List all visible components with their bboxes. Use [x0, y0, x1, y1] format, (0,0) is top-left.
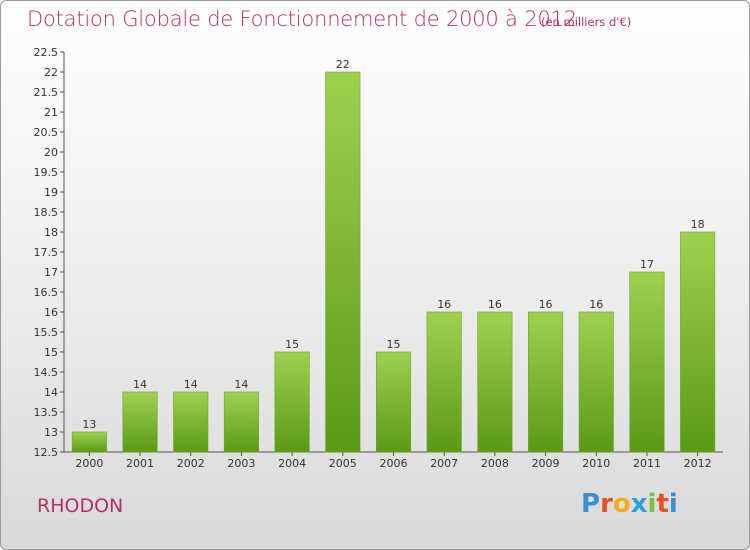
bar-2006 — [375, 351, 412, 453]
y-tick-label: 15 — [44, 346, 58, 359]
bar-2005 — [325, 71, 361, 453]
y-tick-label: 18.5 — [34, 206, 59, 219]
x-tick-label: 2011 — [633, 457, 661, 470]
bar-2004 — [274, 351, 310, 453]
y-tick-label: 14.5 — [34, 366, 59, 379]
y-tick-label: 21 — [44, 106, 58, 119]
data-label: 14 — [133, 378, 147, 391]
logo-letter: t — [656, 489, 669, 519]
logo-letter: P — [581, 489, 601, 519]
bar-2002 — [173, 391, 209, 453]
bar-2009 — [528, 311, 564, 453]
x-tick-label: 2002 — [177, 457, 205, 470]
x-tick-label: 2010 — [582, 457, 610, 470]
logo-letter: x — [630, 489, 648, 519]
y-tick-label: 22.5 — [34, 46, 59, 59]
bar-2007 — [426, 311, 462, 453]
logo-letter: o — [612, 489, 631, 519]
y-tick-label: 12.5 — [34, 446, 59, 459]
bar-2011 — [629, 271, 665, 453]
y-tick-label: 16 — [44, 306, 58, 319]
x-tick-label: 2009 — [532, 457, 560, 470]
bar-2003 — [223, 391, 259, 453]
logo-letter: r — [600, 489, 613, 519]
x-tick-label: 2008 — [481, 457, 509, 470]
y-tick-label: 13.5 — [34, 406, 59, 419]
bar-2001 — [122, 391, 158, 453]
y-tick-label: 16.5 — [34, 286, 59, 299]
data-label: 16 — [488, 298, 502, 311]
y-tick-label: 19.5 — [34, 166, 59, 179]
data-label: 16 — [437, 298, 451, 311]
data-label: 13 — [82, 418, 96, 431]
x-tick-label: 2012 — [684, 457, 712, 470]
x-tick-label: 2006 — [380, 457, 408, 470]
data-label: 17 — [640, 258, 654, 271]
y-tick-label: 18 — [44, 226, 58, 239]
x-tick-label: 2000 — [75, 457, 103, 470]
logo-letter: i — [647, 489, 657, 519]
y-tick-label: 17 — [44, 266, 58, 279]
x-tick-label: 2004 — [278, 457, 306, 470]
chart-bars — [71, 71, 716, 453]
y-tick-label: 19 — [44, 186, 58, 199]
data-label: 22 — [336, 58, 350, 71]
bar-2012 — [680, 231, 716, 453]
data-label: 15 — [285, 338, 299, 351]
data-label: 14 — [234, 378, 248, 391]
data-label: 16 — [589, 298, 603, 311]
bar-2000 — [71, 431, 107, 453]
y-tick-label: 17.5 — [34, 246, 59, 259]
y-tick-label: 20.5 — [34, 126, 59, 139]
chart-subtitle: (en milliers d'€) — [541, 15, 632, 29]
bar-2008 — [477, 311, 513, 453]
y-tick-label: 14 — [44, 386, 58, 399]
bar-2010 — [578, 311, 614, 453]
data-label: 18 — [691, 218, 705, 231]
x-tick-label: 2001 — [126, 457, 154, 470]
x-tick-label: 2003 — [227, 457, 255, 470]
logo-letter: i — [668, 489, 678, 519]
chart-title: Dotation Globale de Fonctionnement de 20… — [27, 7, 577, 31]
chart-labels: 12.5 13 13.5 14 14.5 15 15.5 16 16.5 17 17.5 18 18.5… — [34, 46, 712, 470]
data-label: 14 — [184, 378, 198, 391]
x-tick-label: 2007 — [430, 457, 458, 470]
commune-name: RHODON — [37, 495, 124, 517]
y-tick-label: 13 — [44, 426, 58, 439]
proxiti-logo: Proxiti — [581, 489, 678, 519]
y-tick-label: 21.5 — [34, 86, 59, 99]
x-tick-label: 2005 — [329, 457, 357, 470]
y-tick-label: 20 — [44, 146, 58, 159]
data-label: 16 — [539, 298, 553, 311]
y-tick-label: 15.5 — [34, 326, 59, 339]
data-label: 15 — [387, 338, 401, 351]
y-tick-label: 22 — [44, 66, 58, 79]
